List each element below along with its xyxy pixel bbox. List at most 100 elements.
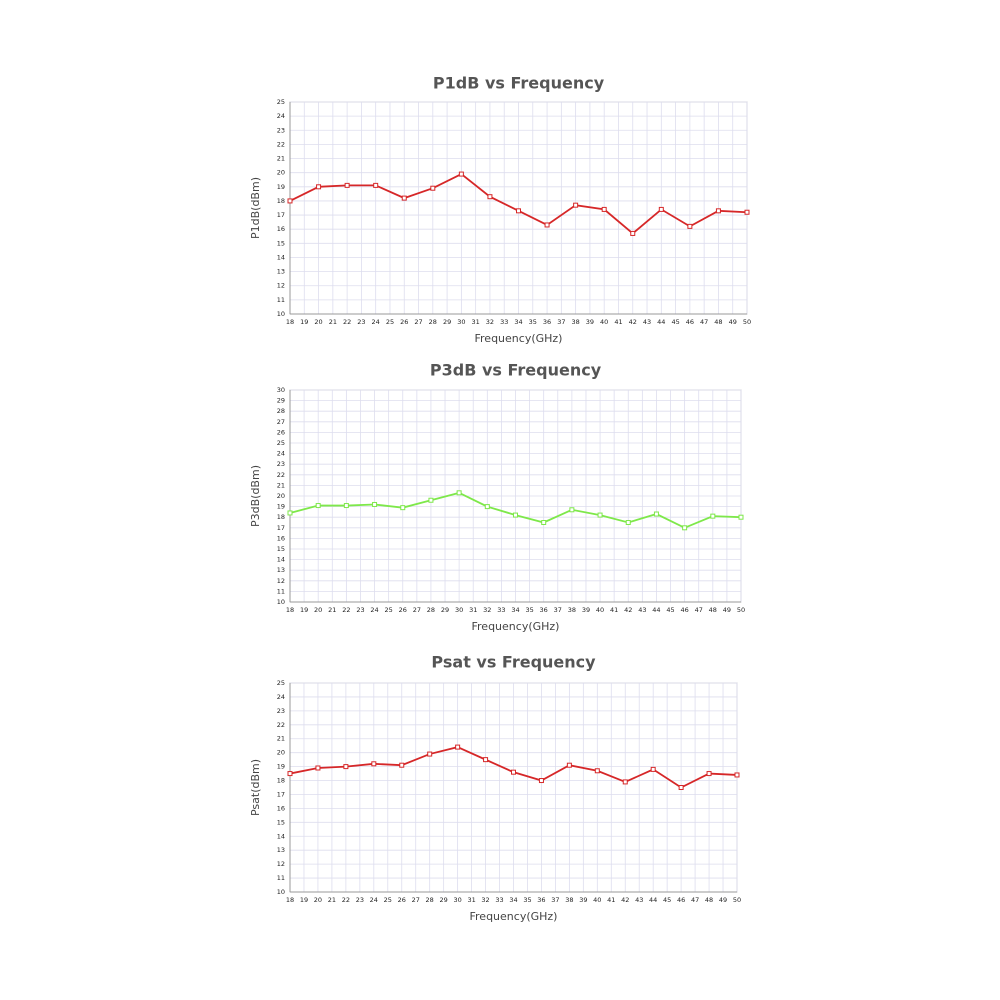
x-tick-label: 47 <box>695 606 703 614</box>
y-tick-label: 20 <box>277 749 285 757</box>
x-tick-label: 19 <box>300 606 308 614</box>
x-axis-title: Frequency(GHz) <box>472 620 560 633</box>
x-tick-label: 38 <box>565 896 573 904</box>
x-tick-label: 22 <box>342 896 350 904</box>
y-tick-label: 25 <box>277 679 285 687</box>
data-point <box>687 223 693 229</box>
data-point <box>630 230 636 236</box>
x-tick-label: 26 <box>399 606 407 614</box>
y-tick-label: 25 <box>277 98 285 106</box>
x-tick-label: 41 <box>610 606 618 614</box>
x-tick-label: 21 <box>328 896 336 904</box>
y-tick-label: 19 <box>277 183 285 191</box>
y-axis-title: P1dB(dBm) <box>249 177 262 239</box>
y-tick-label: 24 <box>277 693 285 701</box>
x-tick-label: 28 <box>427 606 435 614</box>
x-tick-label: 41 <box>614 318 622 326</box>
y-tick-label: 21 <box>277 155 285 163</box>
x-tick-label: 23 <box>356 606 364 614</box>
x-tick-label: 42 <box>624 606 632 614</box>
y-tick-label: 19 <box>277 763 285 771</box>
x-tick-label: 21 <box>329 318 337 326</box>
data-point <box>658 206 664 212</box>
x-tick-label: 32 <box>481 896 489 904</box>
data-point <box>315 503 321 509</box>
data-point <box>456 490 462 496</box>
data-point <box>513 512 518 518</box>
data-point <box>287 510 293 516</box>
x-tick-label: 38 <box>568 606 576 614</box>
x-tick-label: 18 <box>286 318 294 326</box>
data-point <box>511 769 516 775</box>
chart-title: P1dB vs Frequency <box>433 74 605 93</box>
x-tick-label: 36 <box>543 318 551 326</box>
data-point <box>373 182 379 188</box>
x-tick-label: 31 <box>469 606 477 614</box>
x-tick-label: 43 <box>643 318 651 326</box>
x-tick-label: 42 <box>621 896 629 904</box>
chart-title: P3dB vs Frequency <box>430 361 602 380</box>
x-tick-label: 31 <box>472 318 480 326</box>
x-tick-label: 31 <box>467 896 475 904</box>
data-point <box>566 762 572 768</box>
x-tick-label: 49 <box>719 896 727 904</box>
y-tick-label: 24 <box>277 450 285 458</box>
x-tick-label: 33 <box>500 318 508 326</box>
data-point <box>710 513 716 519</box>
x-tick-label: 40 <box>600 318 608 326</box>
x-tick-label: 20 <box>314 318 322 326</box>
data-point <box>287 198 293 204</box>
x-tick-label: 40 <box>596 606 604 614</box>
x-tick-label: 29 <box>441 606 449 614</box>
data-point <box>483 757 489 763</box>
y-tick-label: 12 <box>277 282 285 290</box>
data-point <box>516 208 521 214</box>
x-tick-label: 20 <box>314 896 322 904</box>
data-point <box>458 171 464 177</box>
x-axis-title: Frequency(GHz) <box>470 910 558 923</box>
y-tick-label: 13 <box>277 846 285 854</box>
x-tick-label: 32 <box>486 318 494 326</box>
x-tick-label: 44 <box>649 896 657 904</box>
x-tick-label: 23 <box>357 318 365 326</box>
x-tick-label: 37 <box>557 318 565 326</box>
x-tick-label: 41 <box>607 896 615 904</box>
x-tick-label: 46 <box>677 896 685 904</box>
y-tick-label: 17 <box>277 211 285 219</box>
x-tick-label: 44 <box>657 318 665 326</box>
y-tick-label: 16 <box>277 534 285 542</box>
data-point <box>316 184 322 190</box>
y-tick-label: 16 <box>277 225 285 233</box>
data-point <box>427 751 433 757</box>
y-tick-label: 13 <box>277 268 285 276</box>
x-tick-label: 26 <box>398 896 406 904</box>
data-point <box>401 195 407 201</box>
data-point <box>372 501 378 507</box>
x-tick-label: 48 <box>709 606 717 614</box>
data-point <box>625 520 631 525</box>
y-tick-label: 27 <box>277 418 285 426</box>
data-point <box>399 762 405 768</box>
x-tick-label: 24 <box>370 896 378 904</box>
data-point <box>455 744 461 750</box>
data-point <box>744 209 750 215</box>
y-tick-label: 20 <box>277 492 285 500</box>
x-tick-label: 36 <box>540 606 548 614</box>
x-tick-label: 39 <box>579 896 587 904</box>
x-tick-label: 36 <box>537 896 545 904</box>
y-tick-label: 17 <box>277 790 285 798</box>
y-tick-label: 30 <box>277 386 285 394</box>
data-point <box>597 512 603 518</box>
data-point <box>738 514 744 520</box>
data-point <box>653 511 659 517</box>
x-tick-label: 22 <box>343 318 351 326</box>
y-tick-label: 20 <box>277 169 285 177</box>
x-tick-label: 25 <box>384 896 392 904</box>
data-point <box>544 222 550 228</box>
y-tick-label: 26 <box>277 428 285 436</box>
x-tick-label: 29 <box>443 318 451 326</box>
x-tick-label: 48 <box>705 896 713 904</box>
data-point <box>371 761 377 767</box>
data-point <box>601 206 607 212</box>
x-tick-label: 42 <box>629 318 637 326</box>
